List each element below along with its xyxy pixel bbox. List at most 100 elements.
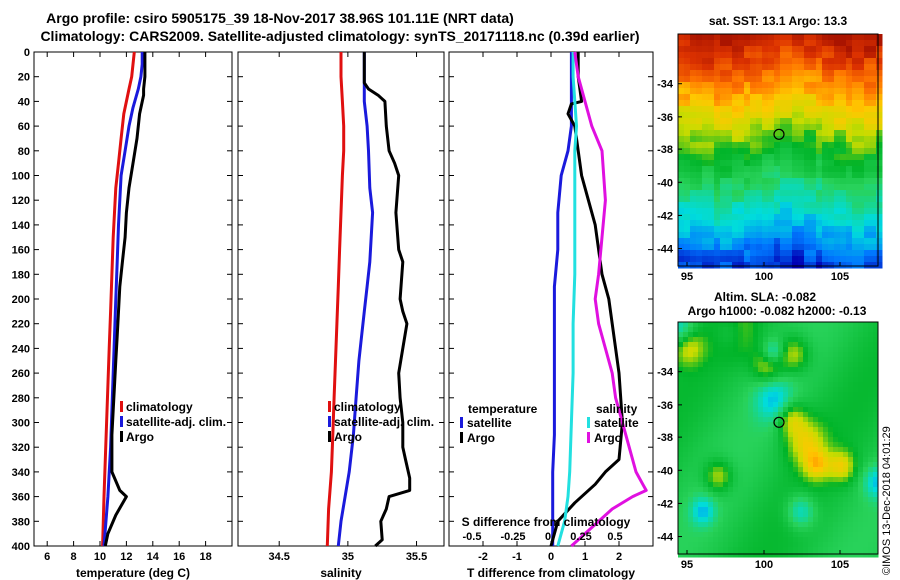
map-cell bbox=[773, 532, 779, 538]
map-cell bbox=[723, 322, 729, 328]
map-cell bbox=[846, 100, 853, 107]
map-cell bbox=[726, 46, 733, 53]
map-cell bbox=[768, 178, 775, 185]
map-cell bbox=[863, 362, 869, 368]
map-cell bbox=[714, 46, 721, 53]
map-cell bbox=[728, 372, 734, 378]
map-cell bbox=[818, 457, 824, 463]
map-cell bbox=[864, 232, 871, 239]
map-cell bbox=[703, 462, 709, 468]
map-cell bbox=[833, 357, 839, 363]
map-cell bbox=[744, 82, 751, 89]
map-cell bbox=[768, 542, 774, 548]
map-cell bbox=[690, 82, 697, 89]
map-cell bbox=[864, 190, 871, 197]
map-cell bbox=[816, 64, 823, 71]
map-cell bbox=[763, 392, 769, 398]
map-cell bbox=[793, 517, 799, 523]
map-cell bbox=[793, 477, 799, 483]
map-cell bbox=[840, 208, 847, 215]
map-cell bbox=[808, 547, 814, 553]
map-cell bbox=[864, 142, 871, 149]
map-cell bbox=[726, 220, 733, 227]
map-cell bbox=[702, 94, 709, 101]
map-cell bbox=[720, 244, 727, 251]
map-cell bbox=[818, 357, 824, 363]
map-cell bbox=[714, 40, 721, 47]
map-cell bbox=[678, 106, 685, 113]
map-cell bbox=[798, 362, 804, 368]
map-cell bbox=[708, 124, 715, 131]
map-cell bbox=[823, 447, 829, 453]
map-cell bbox=[843, 427, 849, 433]
map-cell bbox=[720, 250, 727, 257]
map-cell bbox=[693, 537, 699, 543]
map-cell bbox=[718, 492, 724, 498]
map-cell bbox=[714, 166, 721, 173]
map-cell bbox=[843, 407, 849, 413]
map-cell bbox=[840, 76, 847, 83]
map-cell bbox=[753, 407, 759, 413]
map-cell bbox=[778, 537, 784, 543]
map-cell bbox=[718, 432, 724, 438]
map-cell bbox=[818, 407, 824, 413]
map-cell bbox=[708, 142, 715, 149]
top-tick-label: 0 bbox=[545, 531, 551, 543]
map-cell bbox=[743, 507, 749, 513]
map-cell bbox=[723, 362, 729, 368]
map-cell bbox=[773, 437, 779, 443]
map-cell bbox=[838, 352, 844, 358]
map-cell bbox=[678, 427, 684, 433]
map-cell bbox=[786, 208, 793, 215]
map-cell bbox=[848, 362, 854, 368]
map-cell bbox=[698, 337, 704, 343]
map-cell bbox=[732, 172, 739, 179]
map-cell bbox=[870, 220, 877, 227]
map-cell bbox=[780, 244, 787, 251]
map-cell bbox=[833, 332, 839, 338]
map-cell bbox=[810, 142, 817, 149]
map-cell bbox=[773, 492, 779, 498]
map-cell bbox=[858, 332, 864, 338]
map-cell bbox=[678, 220, 685, 227]
map-cell bbox=[693, 472, 699, 478]
map-cell bbox=[858, 362, 864, 368]
map-cell bbox=[840, 196, 847, 203]
map-cell bbox=[758, 392, 764, 398]
map-cell bbox=[803, 467, 809, 473]
map-cell bbox=[798, 432, 804, 438]
map-cell bbox=[702, 202, 709, 209]
map-cell bbox=[738, 377, 744, 383]
map-cell bbox=[798, 262, 805, 269]
map-cell bbox=[873, 342, 879, 348]
map-cell bbox=[723, 477, 729, 483]
map-cell bbox=[693, 522, 699, 528]
map-cell bbox=[804, 214, 811, 221]
map-cell bbox=[803, 462, 809, 468]
map-cell bbox=[684, 94, 691, 101]
map-cell bbox=[864, 100, 871, 107]
map-cell bbox=[732, 160, 739, 167]
map-cell bbox=[696, 202, 703, 209]
map-cell bbox=[873, 527, 879, 533]
map-cell bbox=[864, 250, 871, 257]
map-cell bbox=[748, 537, 754, 543]
map-cell bbox=[718, 357, 724, 363]
map-cell bbox=[828, 397, 834, 403]
map-cell bbox=[720, 136, 727, 143]
map-cell bbox=[863, 437, 869, 443]
map-cell bbox=[762, 46, 769, 53]
map-cell bbox=[748, 437, 754, 443]
map-cell bbox=[864, 172, 871, 179]
map-cell bbox=[693, 332, 699, 338]
map-cell bbox=[863, 537, 869, 543]
map-cell bbox=[853, 532, 859, 538]
map-cell bbox=[816, 58, 823, 65]
map-cell bbox=[783, 537, 789, 543]
map-cell bbox=[818, 402, 824, 408]
map-cell bbox=[693, 392, 699, 398]
map-cell bbox=[738, 347, 744, 353]
map-cell bbox=[744, 142, 751, 149]
map-cell bbox=[683, 547, 689, 553]
map-cell bbox=[863, 387, 869, 393]
